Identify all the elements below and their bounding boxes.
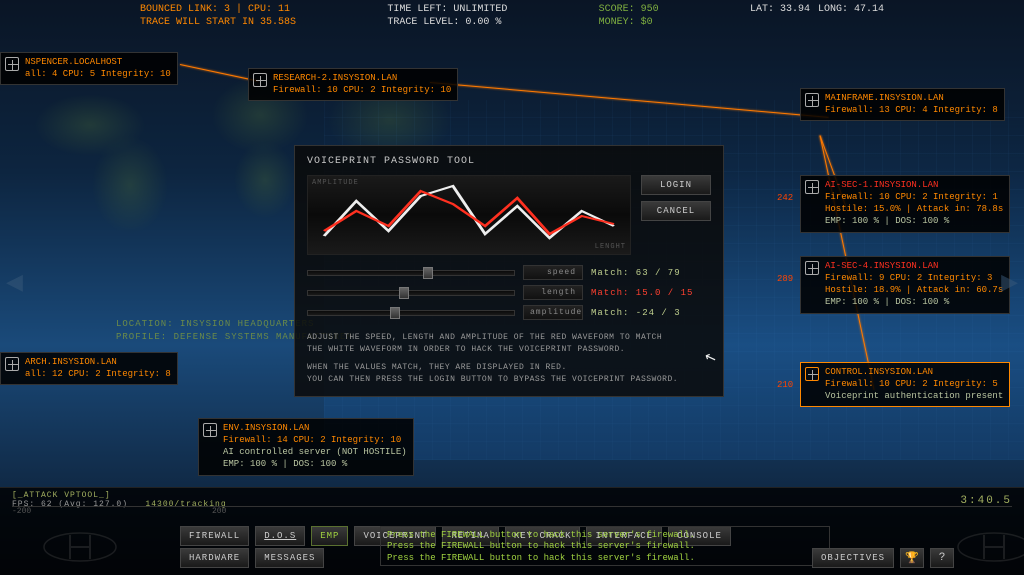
nav-right-icon[interactable]: ▶ [1001, 270, 1018, 296]
node-nspencer[interactable]: nspencer.localhost all: 4 CPU: 5 Integri… [0, 52, 178, 85]
top-status-bar: Bounced link: 3 | CPU: 11 Trace will sta… [140, 4, 884, 28]
node-research[interactable]: research-2.insysion.lan Firewall: 10 CPU… [248, 68, 458, 101]
target-icon [805, 261, 819, 275]
node-control[interactable]: 210 control.insysion.lan Firewall: 10 CP… [800, 362, 1010, 407]
trace-level: Trace level: 0.00 % [387, 17, 507, 28]
target-icon [805, 180, 819, 194]
waveform-display: AMPLITUDE LENGHT [307, 175, 631, 255]
length-match: Match: 15.0 / 15 [591, 288, 711, 298]
speed-match: Match: 63 / 79 [591, 268, 711, 278]
target-icon [253, 73, 267, 87]
mission-timer: 3:40.5 [960, 495, 1012, 507]
target-icon [5, 57, 19, 71]
console-output: Press the FIREWALL button to hack this s… [380, 526, 830, 566]
hardware-button[interactable]: Hardware [180, 548, 249, 568]
cancel-button[interactable]: Cancel [641, 201, 711, 221]
help-icon[interactable]: ? [930, 548, 954, 568]
node-aisec1[interactable]: 242 ai-sec-1.insysion.lan Firewall: 10 C… [800, 175, 1010, 233]
emp-button[interactable]: EMP [311, 526, 348, 546]
nav-left-icon[interactable]: ◀ [6, 270, 23, 296]
logo-icon [40, 525, 120, 569]
score: Score: 950 [599, 4, 659, 15]
node-env[interactable]: env.insysion.lan Firewall: 14 CPU: 2 Int… [198, 418, 414, 476]
time-left: Time left: unlimited [387, 4, 507, 15]
bottom-bar: [_ATTACK VPTOOL_] FPS: 62 (Avg: 127.0) 1… [0, 487, 1024, 575]
modal-title: Voiceprint password tool [307, 156, 711, 167]
logo-icon [954, 525, 1024, 569]
target-icon [5, 357, 19, 371]
amplitude-match: Match: -24 / 3 [591, 308, 711, 318]
bounced-link: Bounced link: 3 | CPU: 11 [140, 4, 296, 15]
trophy-icon[interactable]: 🏆 [900, 548, 924, 568]
node-arch[interactable]: arch.insysion.lan all: 12 CPU: 2 Integri… [0, 352, 178, 385]
trace-countdown: Trace will start in 35.58s [140, 17, 296, 28]
target-icon [805, 367, 819, 381]
money: Money: $0 [599, 17, 659, 28]
firewall-button[interactable]: Firewall [180, 526, 249, 546]
dos-button[interactable]: D.O.S [255, 526, 305, 546]
login-button[interactable]: Login [641, 175, 711, 195]
latitude: lat: 33.94 [750, 4, 810, 28]
modal-help: adjust the speed, length and amplitude o… [307, 332, 711, 386]
length-slider[interactable] [307, 290, 515, 296]
wave-white [324, 186, 614, 238]
ruler: -200 200 [12, 506, 1012, 516]
speed-slider[interactable] [307, 270, 515, 276]
target-icon [203, 423, 217, 437]
longitude: long: 47.14 [818, 4, 884, 28]
objectives-button[interactable]: Objectives [812, 548, 894, 568]
node-mainframe[interactable]: mainframe.insysion.lan Firewall: 13 CPU:… [800, 88, 1005, 121]
target-icon [805, 93, 819, 107]
amplitude-slider[interactable] [307, 310, 515, 316]
messages-button[interactable]: Messages [255, 548, 324, 568]
node-aisec4[interactable]: 289 ai-sec-4.insysion.lan Firewall: 9 CP… [800, 256, 1010, 314]
voiceprint-modal: Voiceprint password tool AMPLITUDE LENGH… [294, 145, 724, 397]
